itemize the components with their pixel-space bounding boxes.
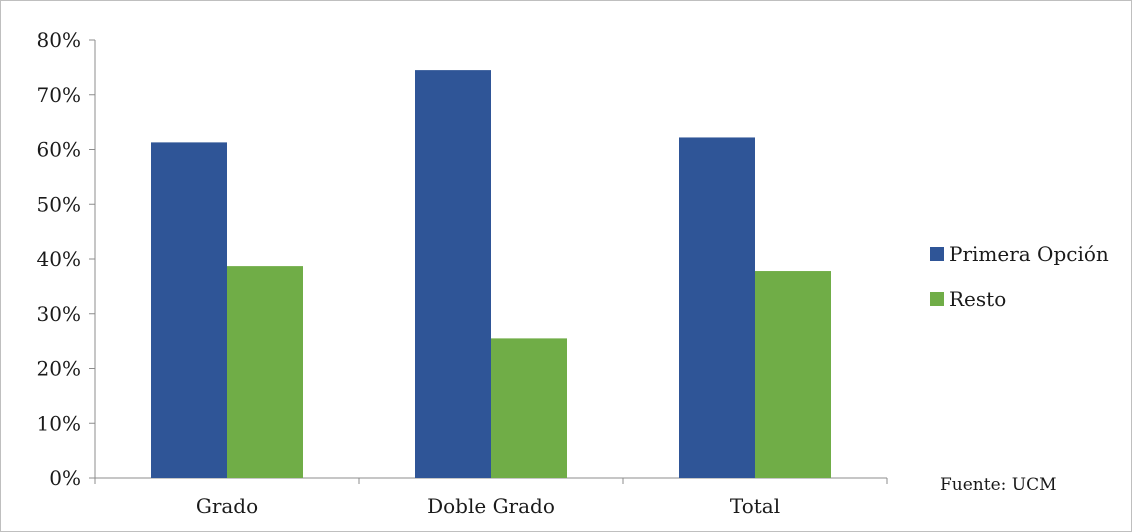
y-tick-label: 80% [37, 28, 81, 52]
x-tick-label: Total [730, 494, 780, 518]
bar-resto-1 [491, 338, 567, 478]
bar-primera-opcion-1 [415, 70, 491, 479]
bars [151, 70, 831, 479]
y-tick-label: 30% [37, 302, 81, 326]
legend-label: Primera Opción [949, 242, 1109, 266]
y-tick-label: 40% [37, 247, 81, 271]
x-tick-label: Grado [196, 494, 258, 518]
legend-swatch [930, 247, 944, 261]
y-tick-label: 10% [37, 411, 81, 435]
legend-swatch [930, 292, 944, 306]
y-tick-label: 50% [37, 192, 81, 216]
bar-resto-0 [227, 266, 303, 478]
bar-primera-opcion-2 [679, 137, 755, 478]
x-tick-labels: Grado Doble Grado Total [196, 494, 780, 518]
legend: Primera Opción Resto [930, 242, 1109, 311]
legend-label: Resto [949, 287, 1006, 311]
y-tick-labels: 0% 10% 20% 30% 40% 50% 60% 70% 80% [37, 28, 81, 490]
source-note: Fuente: UCM [940, 475, 1057, 495]
bar-primera-opcion-0 [151, 142, 227, 478]
bar-resto-2 [755, 271, 831, 478]
y-tick-label: 0% [49, 466, 81, 490]
y-tick-label: 70% [37, 83, 81, 107]
y-tick-label: 60% [37, 138, 81, 162]
x-tick-label: Doble Grado [427, 494, 555, 518]
y-tick-label: 20% [37, 357, 81, 381]
